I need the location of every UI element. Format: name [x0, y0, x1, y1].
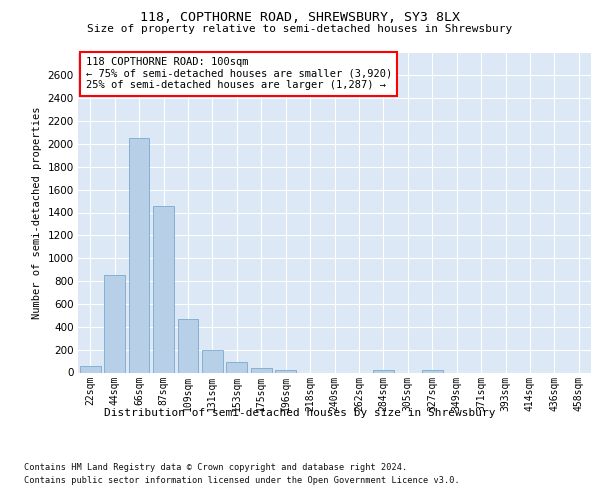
Bar: [80, 366, 101, 372]
Bar: [422, 370, 443, 372]
Bar: [202, 350, 223, 372]
Text: 118, COPTHORNE ROAD, SHREWSBURY, SY3 8LX: 118, COPTHORNE ROAD, SHREWSBURY, SY3 8LX: [140, 11, 460, 24]
Text: Contains public sector information licensed under the Open Government Licence v3: Contains public sector information licen…: [24, 476, 460, 485]
Bar: [373, 370, 394, 372]
Text: 118 COPTHORNE ROAD: 100sqm
← 75% of semi-detached houses are smaller (3,920)
25%: 118 COPTHORNE ROAD: 100sqm ← 75% of semi…: [86, 58, 392, 90]
Bar: [226, 362, 247, 372]
Bar: [275, 370, 296, 372]
Bar: [128, 138, 149, 372]
Bar: [178, 319, 199, 372]
Bar: [251, 368, 272, 372]
Y-axis label: Number of semi-detached properties: Number of semi-detached properties: [32, 106, 42, 319]
Text: Distribution of semi-detached houses by size in Shrewsbury: Distribution of semi-detached houses by …: [104, 408, 496, 418]
Text: Contains HM Land Registry data © Crown copyright and database right 2024.: Contains HM Land Registry data © Crown c…: [24, 462, 407, 471]
Text: Size of property relative to semi-detached houses in Shrewsbury: Size of property relative to semi-detach…: [88, 24, 512, 34]
Bar: [104, 276, 125, 372]
Bar: [153, 206, 174, 372]
